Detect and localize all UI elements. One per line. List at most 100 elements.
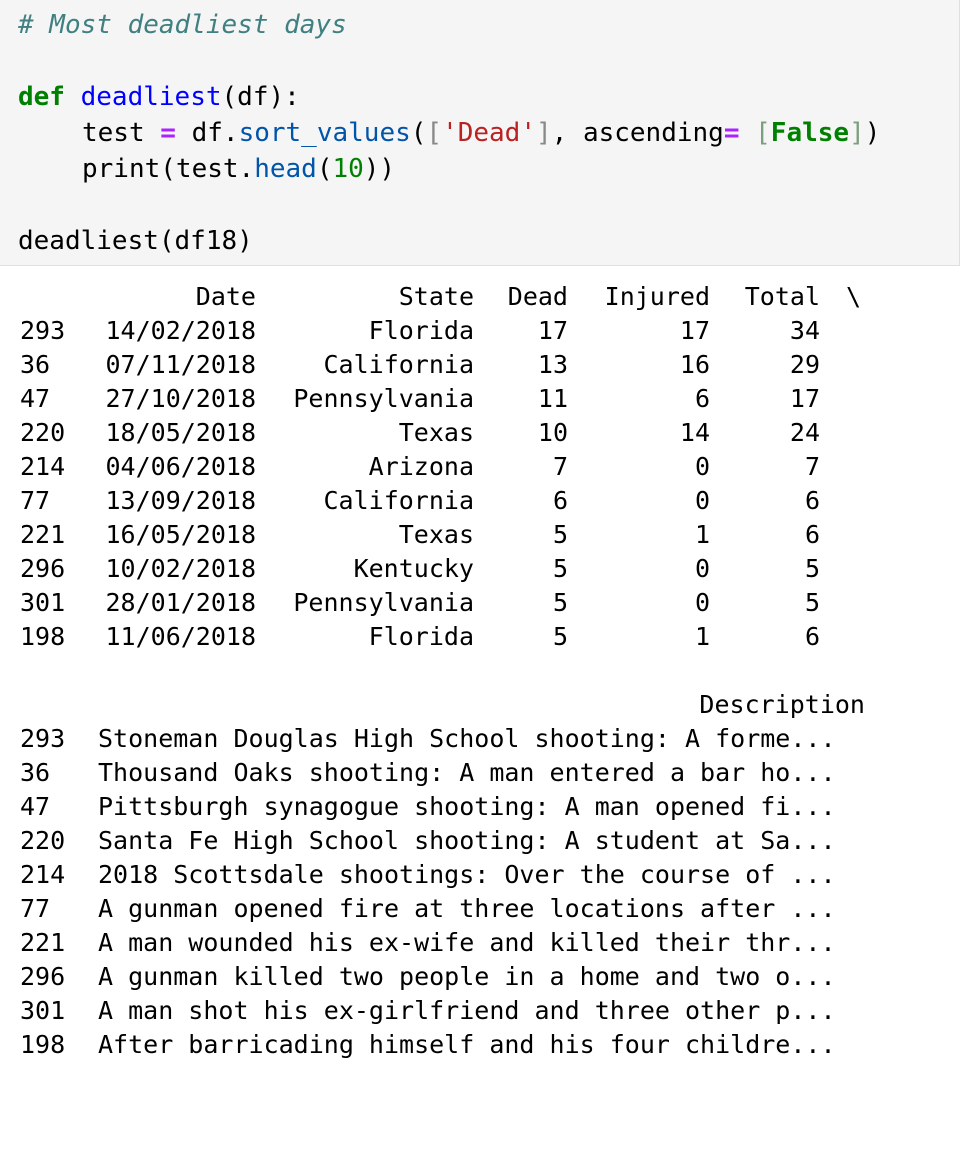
code-comment: # Most deadliest days <box>18 10 347 40</box>
row-index: 301 <box>20 588 66 617</box>
table-row: 198 11/06/2018 Florida 5 1 6 <box>0 620 962 654</box>
paren-open-head: ( <box>316 154 333 184</box>
row-dead: 10 <box>537 418 568 447</box>
row-injured: 0 <box>694 554 710 583</box>
table-row: 77 13/09/2018 California 6 0 6 <box>0 484 962 518</box>
row-injured: 14 <box>679 418 710 447</box>
code-line-sort: test = df.sort_values(['Dead'], ascendin… <box>82 116 880 150</box>
number-ten: 10 <box>332 154 364 184</box>
table-row: 214 04/06/2018 Arizona 7 0 7 <box>0 450 962 484</box>
print-call: print(test. <box>82 154 255 184</box>
row-index: 301 <box>20 996 66 1025</box>
row-date: 28/01/2018 <box>105 588 256 617</box>
row-total: 5 <box>804 588 820 617</box>
row-index: 296 <box>20 554 66 583</box>
string-dead: 'Dead' <box>442 118 536 148</box>
row-index: 296 <box>20 962 66 991</box>
row-state: California <box>323 350 474 379</box>
code-line-comment: # Most deadliest days <box>18 8 347 42</box>
row-date: 16/05/2018 <box>105 520 256 549</box>
row-index: 198 <box>20 622 66 651</box>
row-state: California <box>323 486 474 515</box>
keyword-def: def <box>18 82 65 112</box>
space <box>739 118 755 148</box>
row-index: 77 <box>20 486 51 515</box>
row-dead: 11 <box>537 384 568 413</box>
var-test: test <box>82 118 145 148</box>
row-date: 18/05/2018 <box>105 418 256 447</box>
row-index: 47 <box>20 384 51 413</box>
row-injured: 1 <box>694 520 710 549</box>
header-total: Total <box>744 282 820 311</box>
row-state: Florida <box>368 316 474 345</box>
row-state: Texas <box>398 520 474 549</box>
row-total: 5 <box>804 554 820 583</box>
row-date: 10/02/2018 <box>105 554 256 583</box>
bracket-open: [ <box>426 118 443 148</box>
row-description: A gunman opened fire at three locations … <box>98 894 836 923</box>
row-index: 36 <box>20 758 51 787</box>
row-total: 17 <box>789 384 820 413</box>
list-item: 36 Thousand Oaks shooting: A man entered… <box>0 756 962 790</box>
row-dead: 5 <box>552 520 568 549</box>
row-date: 07/11/2018 <box>105 350 256 379</box>
row-description: After barricading himself and his four c… <box>98 1030 836 1059</box>
row-description: Pittsburgh synagogue shooting: A man ope… <box>98 792 836 821</box>
row-index: 214 <box>20 452 66 481</box>
row-total: 29 <box>789 350 820 379</box>
table-row: 301 28/01/2018 Pennsylvania 5 0 5 <box>0 586 962 620</box>
row-index: 221 <box>20 928 66 957</box>
row-state: Pennsylvania <box>293 588 474 617</box>
row-state: Florida <box>368 622 474 651</box>
header-date: Date <box>195 282 256 311</box>
row-index: 214 <box>20 860 66 889</box>
row-state: Pennsylvania <box>293 384 474 413</box>
row-total: 7 <box>804 452 820 481</box>
paren-close: ) <box>864 118 881 148</box>
row-description: A gunman killed two people in a home and… <box>98 962 836 991</box>
row-state: Kentucky <box>353 554 474 583</box>
function-call: deadliest(df18) <box>18 226 253 256</box>
code-cell-input[interactable]: # Most deadliest days def deadliest(df):… <box>0 0 960 266</box>
row-description: A man shot his ex-girlfriend and three o… <box>98 996 836 1025</box>
bracket-close-2: ] <box>849 118 865 148</box>
row-date: 27/10/2018 <box>105 384 256 413</box>
kwarg-operator: = <box>723 118 740 148</box>
row-dead: 17 <box>537 316 568 345</box>
row-index: 36 <box>20 350 51 379</box>
row-description: Santa Fe High School shooting: A student… <box>98 826 836 855</box>
row-dead: 5 <box>552 622 568 651</box>
row-state: Texas <box>398 418 474 447</box>
paren-open: ( <box>410 118 427 148</box>
obj-df: df. <box>191 118 239 148</box>
row-date: 11/06/2018 <box>105 622 256 651</box>
row-total: 6 <box>804 486 820 515</box>
row-index: 220 <box>20 418 66 447</box>
function-args: (df): <box>221 82 300 112</box>
row-state: Arizona <box>368 452 474 481</box>
method-sort-values: sort_values <box>238 118 411 148</box>
table-row: 220 18/05/2018 Texas 10 14 24 <box>0 416 962 450</box>
row-injured: 0 <box>694 486 710 515</box>
row-description: Stoneman Douglas High School shooting: A… <box>98 724 836 753</box>
row-date: 04/06/2018 <box>105 452 256 481</box>
row-injured: 6 <box>694 384 710 413</box>
row-date: 13/09/2018 <box>105 486 256 515</box>
list-item: 77 A gunman opened fire at three locatio… <box>0 892 962 926</box>
row-injured: 16 <box>679 350 710 379</box>
bracket-close: ] <box>535 118 552 148</box>
table-row: 293 14/02/2018 Florida 17 17 34 <box>0 314 962 348</box>
row-injured: 0 <box>694 452 710 481</box>
list-item: 47 Pittsburgh synagogue shooting: A man … <box>0 790 962 824</box>
header-continuation: \ <box>846 282 862 311</box>
row-dead: 6 <box>552 486 568 515</box>
header-description: Description <box>699 690 865 719</box>
method-head: head <box>254 154 317 184</box>
code-line-call: deadliest(df18) <box>18 224 253 258</box>
row-index: 293 <box>20 316 66 345</box>
table-row: 221 16/05/2018 Texas 5 1 6 <box>0 518 962 552</box>
row-dead: 7 <box>552 452 568 481</box>
assign-operator: = <box>160 118 176 148</box>
code-line-print: print(test.head(10)) <box>82 152 395 186</box>
row-total: 34 <box>789 316 820 345</box>
